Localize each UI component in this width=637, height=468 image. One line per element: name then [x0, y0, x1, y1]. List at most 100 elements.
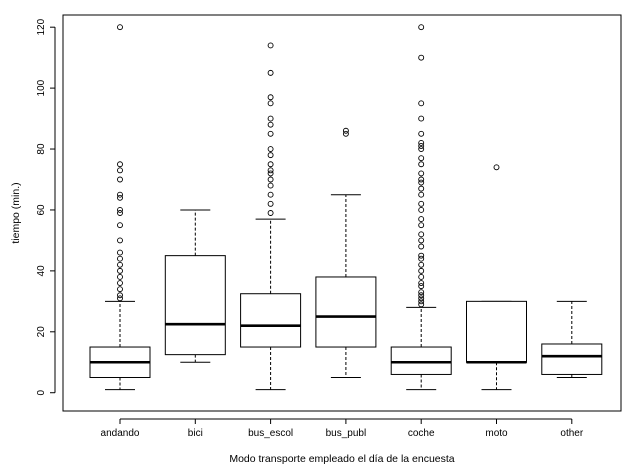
outlier-point	[418, 130, 425, 137]
outlier-point	[117, 249, 123, 256]
outlier-point	[418, 143, 425, 149]
y-tick-label: 20	[36, 326, 47, 338]
outlier-point	[117, 286, 123, 293]
outlier-point	[418, 295, 425, 302]
x-tick-label: andando	[101, 428, 140, 439]
outlier-point	[267, 170, 274, 177]
outlier-point	[418, 146, 425, 152]
outlier-point	[267, 121, 274, 128]
outlier-point	[418, 274, 425, 280]
outlier-point	[267, 191, 274, 198]
x-tick-label: bus_publ	[326, 428, 367, 439]
y-axis: 0 20 40 60 80 100 120	[36, 18, 56, 396]
box-other	[541, 300, 603, 378]
outlier-point	[267, 176, 274, 183]
outlier-point	[418, 176, 425, 183]
outlier-point	[418, 237, 425, 244]
outlier-point	[418, 301, 425, 308]
outlier-point	[418, 255, 425, 262]
box-bici	[164, 209, 226, 363]
outlier-point	[267, 161, 274, 168]
outlier-point	[418, 289, 425, 296]
iqr-box	[390, 346, 452, 375]
box-bus_publ	[315, 127, 377, 378]
outlier-point	[418, 252, 425, 259]
outlier-point	[418, 216, 425, 223]
iqr-box	[164, 255, 226, 356]
iqr-box	[240, 293, 302, 348]
outlier-point	[342, 127, 349, 134]
outlier-point	[117, 207, 123, 213]
outlier-point	[267, 115, 274, 122]
outlier-point	[267, 94, 274, 101]
outlier-point	[418, 24, 425, 31]
y-tick-label: 60	[36, 204, 47, 216]
outlier-point	[117, 292, 123, 299]
outlier-point	[418, 200, 425, 207]
outlier-point	[418, 185, 425, 192]
outlier-point	[267, 200, 274, 207]
outlier-point	[117, 194, 123, 201]
box-andando	[89, 24, 151, 391]
outlier-point	[418, 54, 425, 61]
boxes	[89, 24, 603, 391]
outlier-point	[418, 231, 425, 238]
outlier-point	[418, 155, 425, 162]
y-tick-label: 100	[36, 79, 47, 96]
outlier-point	[418, 222, 425, 229]
x-tick-label: coche	[408, 428, 435, 439]
outlier-point	[418, 280, 425, 287]
outlier-point	[267, 210, 274, 216]
outlier-point	[418, 283, 425, 290]
outlier-point	[117, 24, 123, 31]
y-tick-label: 120	[36, 18, 47, 35]
iqr-box	[541, 343, 603, 375]
outlier-point	[117, 161, 123, 168]
outlier-point	[117, 167, 123, 174]
outlier-point	[418, 179, 425, 186]
outlier-point	[418, 243, 425, 250]
x-tick-label: moto	[485, 428, 508, 439]
outlier-point	[117, 191, 123, 198]
x-tick-label: bici	[188, 428, 203, 439]
x-tick-label: other	[560, 428, 583, 439]
outlier-point	[267, 167, 274, 174]
y-tick-label: 80	[36, 143, 47, 155]
box-bus_escol	[240, 42, 302, 391]
plot-frame	[62, 14, 622, 412]
iqr-box	[315, 276, 377, 348]
outlier-point	[117, 237, 123, 244]
outlier-point	[117, 222, 123, 229]
outlier-point	[267, 130, 274, 137]
iqr-box	[466, 300, 527, 363]
outlier-point	[267, 146, 274, 152]
outlier-point	[418, 191, 425, 198]
y-tick-label: 0	[36, 390, 47, 396]
outlier-point	[418, 267, 425, 274]
outlier-point	[267, 182, 274, 189]
x-axis: andando bici bus_escol bus_publ coche moto oth…	[101, 418, 584, 439]
outlier-point	[267, 69, 274, 76]
outlier-point	[418, 292, 425, 299]
outlier-point	[418, 261, 425, 268]
x-tick-label: bus_escol	[248, 428, 293, 439]
box-coche	[390, 24, 452, 391]
outlier-point	[342, 130, 349, 137]
outlier-point	[418, 115, 425, 122]
outlier-point	[117, 274, 123, 280]
outlier-point	[117, 176, 123, 183]
outlier-point	[117, 267, 123, 274]
outlier-point	[117, 210, 123, 216]
outlier-point	[418, 170, 425, 177]
y-axis-label: tiempo (min.)	[10, 182, 22, 243]
outlier-point	[117, 280, 123, 287]
outlier-point	[117, 295, 123, 302]
outlier-point	[267, 100, 274, 107]
outlier-point	[117, 261, 123, 268]
box-moto	[466, 164, 527, 391]
outlier-point	[418, 207, 425, 213]
y-tick-label: 40	[36, 265, 47, 277]
outlier-point	[493, 164, 500, 171]
outlier-point	[117, 255, 123, 262]
